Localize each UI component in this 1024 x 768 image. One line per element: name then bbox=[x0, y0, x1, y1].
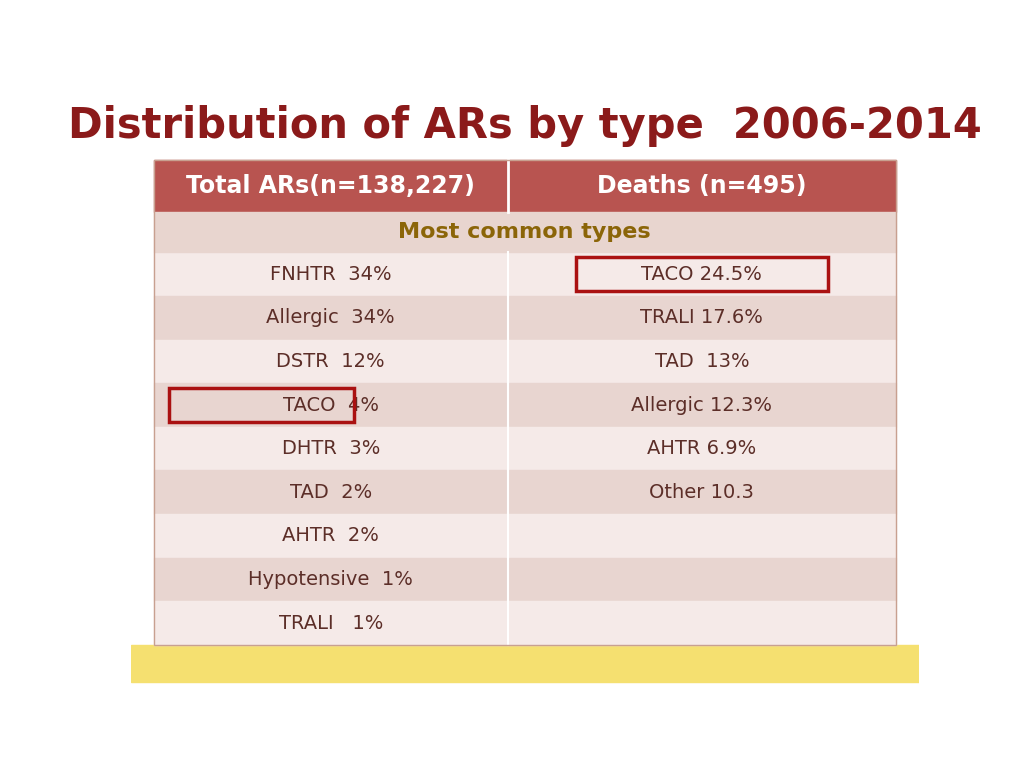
Bar bbox=[131, 645, 920, 682]
Bar bbox=[154, 339, 508, 383]
Bar bbox=[154, 558, 508, 601]
Bar bbox=[508, 471, 896, 514]
Bar bbox=[154, 160, 896, 645]
Bar bbox=[508, 383, 896, 427]
Text: TRALI 17.6%: TRALI 17.6% bbox=[640, 308, 763, 327]
Bar bbox=[154, 427, 508, 471]
Bar bbox=[508, 601, 896, 645]
Bar bbox=[508, 339, 896, 383]
Bar bbox=[154, 514, 508, 558]
Bar bbox=[154, 296, 508, 339]
Text: Most common types: Most common types bbox=[398, 222, 651, 242]
Bar bbox=[154, 160, 896, 212]
Text: Distribution of ARs by type  2006-2014: Distribution of ARs by type 2006-2014 bbox=[68, 105, 982, 147]
Bar bbox=[508, 427, 896, 471]
Text: DSTR  12%: DSTR 12% bbox=[276, 352, 385, 371]
Text: FNHTR  34%: FNHTR 34% bbox=[270, 265, 391, 283]
Text: AHTR 6.9%: AHTR 6.9% bbox=[647, 439, 757, 458]
Text: Allergic 12.3%: Allergic 12.3% bbox=[632, 396, 772, 415]
Bar bbox=[508, 296, 896, 339]
Bar bbox=[154, 212, 896, 253]
Text: Total ARs(n=138,227): Total ARs(n=138,227) bbox=[186, 174, 475, 198]
Text: TACO 24.5%: TACO 24.5% bbox=[641, 265, 762, 283]
Bar bbox=[154, 383, 508, 427]
Text: Other 10.3: Other 10.3 bbox=[649, 483, 755, 502]
Text: TRALI   1%: TRALI 1% bbox=[279, 614, 383, 633]
Text: Deaths (n=495): Deaths (n=495) bbox=[597, 174, 807, 198]
Text: TAD  13%: TAD 13% bbox=[654, 352, 750, 371]
Text: Allergic  34%: Allergic 34% bbox=[266, 308, 395, 327]
Bar bbox=[508, 253, 896, 296]
Text: Hypotensive  1%: Hypotensive 1% bbox=[249, 570, 414, 589]
Bar bbox=[575, 257, 828, 291]
Bar bbox=[508, 514, 896, 558]
Bar bbox=[508, 558, 896, 601]
Bar bbox=[154, 471, 508, 514]
Bar bbox=[154, 253, 508, 296]
Bar bbox=[169, 388, 354, 422]
Text: TAD  2%: TAD 2% bbox=[290, 483, 372, 502]
Bar bbox=[154, 601, 508, 645]
Text: TACO  4%: TACO 4% bbox=[283, 396, 379, 415]
Text: DHTR  3%: DHTR 3% bbox=[282, 439, 380, 458]
Text: AHTR  2%: AHTR 2% bbox=[283, 526, 379, 545]
